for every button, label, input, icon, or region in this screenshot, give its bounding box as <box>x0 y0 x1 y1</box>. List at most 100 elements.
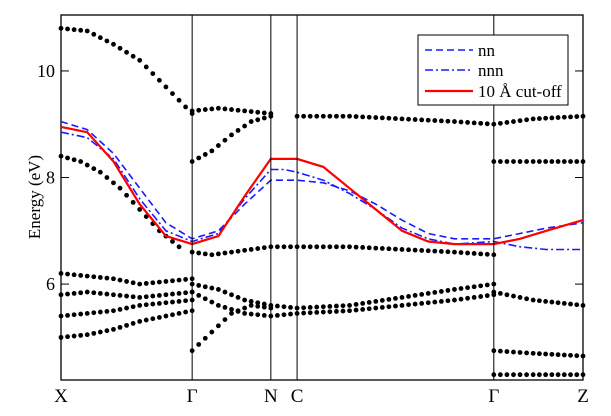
band-point <box>484 121 490 127</box>
band-point <box>334 303 339 309</box>
band-point <box>425 291 431 296</box>
band-point <box>574 114 580 119</box>
band-point <box>301 310 307 316</box>
band-point <box>478 294 484 299</box>
band-point <box>412 293 418 298</box>
band-point <box>235 308 241 314</box>
band-point <box>360 301 366 306</box>
band-point <box>58 153 64 159</box>
band-point <box>580 303 586 308</box>
band-point <box>137 295 143 300</box>
band-point <box>222 304 228 310</box>
band-point <box>452 287 457 292</box>
band-point <box>156 279 162 285</box>
band-point <box>143 317 149 323</box>
band-point <box>543 351 549 357</box>
band-point <box>438 249 444 254</box>
band-point <box>574 353 580 359</box>
band-point <box>478 120 484 126</box>
band-point <box>163 279 169 284</box>
band-point <box>386 304 392 310</box>
band-point <box>373 299 379 304</box>
band-point <box>78 273 84 278</box>
band-point <box>222 106 228 112</box>
band-point <box>275 303 280 309</box>
band-point <box>425 300 431 306</box>
band-point <box>248 109 254 114</box>
band-point <box>117 277 123 283</box>
legend-nnn-label: nnn <box>478 61 504 80</box>
band-point <box>301 244 307 250</box>
band-point <box>150 316 156 322</box>
band-point <box>406 247 411 253</box>
band-point <box>373 245 379 251</box>
band-point <box>561 301 567 306</box>
band-point <box>465 120 470 125</box>
band-point <box>536 372 542 378</box>
band-point <box>97 169 103 175</box>
band-point <box>196 155 202 161</box>
band-point <box>379 115 385 121</box>
band-point <box>242 247 248 253</box>
band-point <box>419 117 425 123</box>
band-point <box>561 372 567 378</box>
band-point <box>465 250 470 256</box>
band-point <box>91 310 97 316</box>
band-point <box>91 166 97 172</box>
band-point <box>124 305 129 311</box>
band-point <box>524 372 530 378</box>
band-point <box>124 49 129 55</box>
band-point <box>235 248 241 254</box>
band-point <box>360 114 366 120</box>
band-point <box>432 118 438 123</box>
band-point <box>222 317 228 323</box>
band-point <box>517 118 523 124</box>
band-point <box>124 322 129 328</box>
band-point <box>399 116 405 122</box>
band-point <box>222 250 228 256</box>
band-point <box>379 246 385 251</box>
band-point <box>183 277 188 282</box>
band-point <box>97 291 103 296</box>
band-point <box>530 116 536 122</box>
band-point <box>209 252 215 258</box>
band-point <box>117 306 123 312</box>
band-point <box>176 244 182 250</box>
band-point <box>314 113 320 119</box>
band-point <box>549 115 555 121</box>
band-point <box>209 329 215 335</box>
band-point <box>360 306 366 312</box>
band-point <box>504 372 510 378</box>
band-point <box>399 303 405 308</box>
band-point <box>156 301 162 306</box>
band-point <box>97 329 103 335</box>
band-point <box>183 104 188 110</box>
band-point <box>215 303 221 308</box>
band-point <box>275 312 280 318</box>
band-point <box>511 293 516 299</box>
band-point <box>176 277 182 283</box>
band-point <box>242 305 248 311</box>
band-point <box>419 248 425 253</box>
band-point <box>334 244 339 250</box>
band-point <box>248 299 254 304</box>
band-point <box>111 41 116 47</box>
band-point <box>568 352 573 358</box>
band-point <box>412 117 418 122</box>
band-point <box>484 293 490 299</box>
band-point <box>97 35 103 41</box>
band-point <box>58 334 64 340</box>
band-point <box>209 106 215 112</box>
band-point <box>511 119 516 124</box>
band-point <box>261 312 267 318</box>
band-point <box>543 159 549 164</box>
band-point <box>555 372 561 378</box>
band-point <box>104 175 110 180</box>
band-point <box>65 291 70 297</box>
kpoint-lines <box>191 15 495 380</box>
band-point <box>209 285 215 291</box>
band-point <box>170 312 175 318</box>
band-point <box>347 308 352 314</box>
band-point <box>536 116 542 121</box>
y-axis-ticks: 6 8 10 <box>37 61 583 294</box>
